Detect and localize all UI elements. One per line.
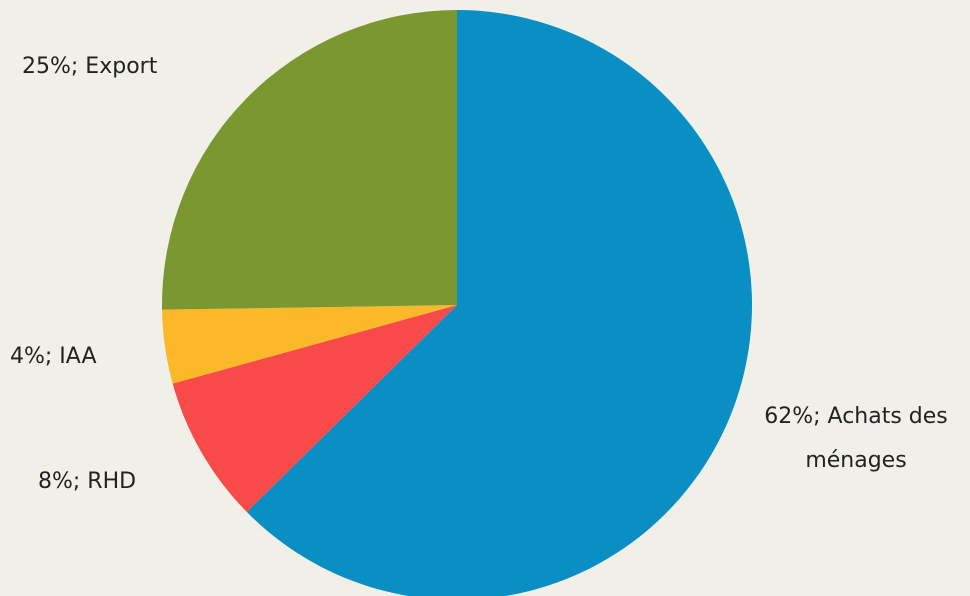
pie-slice [246,10,752,596]
pie-slice [162,305,457,384]
data-label: 8%; RHD [38,469,137,494]
pie-slice [162,10,458,310]
pie-slice [172,305,457,512]
data-label: 62%; Achats des ménages [764,404,948,473]
data-label: 4%; IAA [10,344,97,369]
data-label: 25%; Export [22,54,158,79]
